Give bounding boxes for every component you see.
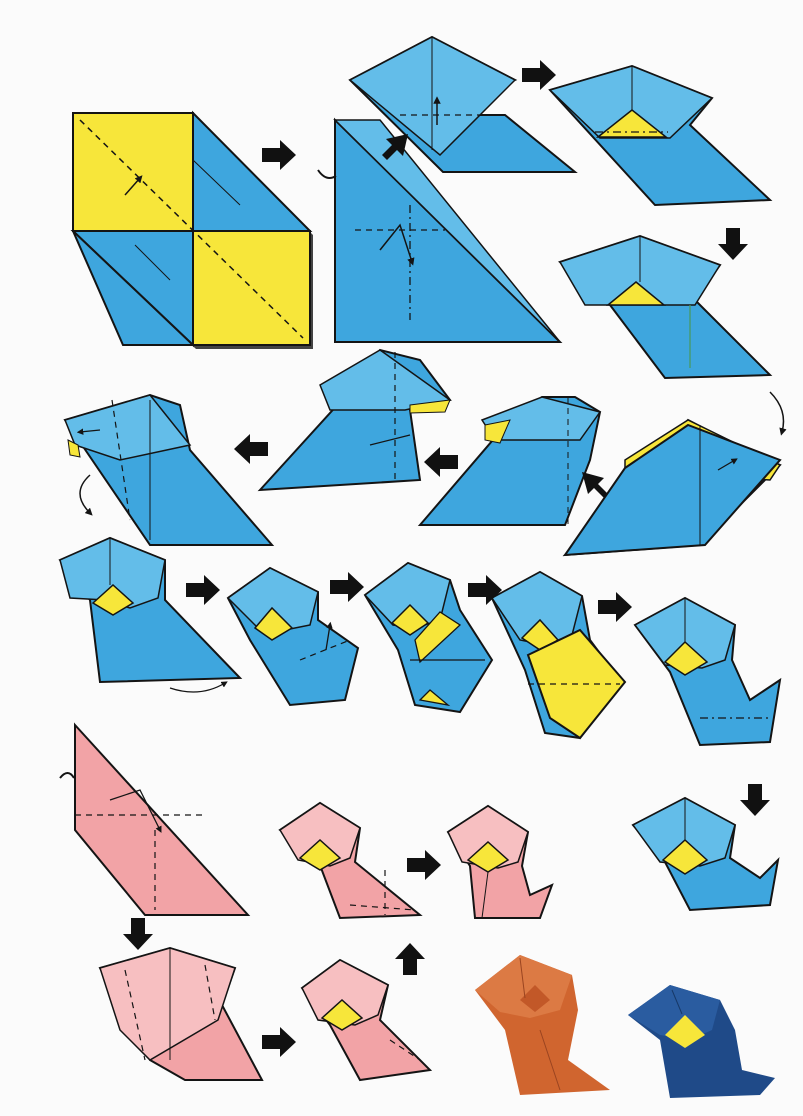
up-left-arrow-icon xyxy=(582,472,608,498)
right-arrow-icon xyxy=(330,572,364,602)
up-arrow-icon xyxy=(395,943,425,975)
step-3-fold-head xyxy=(348,35,578,173)
right-arrow-icon xyxy=(522,60,556,90)
pink-step-1-strip xyxy=(59,722,251,916)
turn-over-icon xyxy=(769,391,787,436)
step-7-body-shape xyxy=(417,396,602,526)
down-arrow-icon xyxy=(718,228,748,260)
down-arrow-icon xyxy=(740,784,770,816)
step-15-finished-blue-dog xyxy=(631,796,780,912)
step-1-square-base xyxy=(70,110,313,349)
turn-over-icon xyxy=(79,474,93,516)
right-arrow-icon xyxy=(262,1027,296,1057)
step-5-head-shape xyxy=(557,234,773,380)
left-arrow-icon xyxy=(234,434,268,464)
turn-over-icon xyxy=(59,772,75,779)
finished-orange-dog xyxy=(475,955,610,1095)
down-arrow-icon xyxy=(123,918,153,950)
right-arrow-icon xyxy=(598,592,632,622)
right-arrow-icon xyxy=(262,140,296,170)
left-arrow-icon xyxy=(424,447,458,477)
step-arrows xyxy=(123,60,770,1057)
step-13-dog-body xyxy=(490,570,627,740)
step-8-body-shape xyxy=(257,348,452,492)
step-14-dog-tail xyxy=(633,596,782,747)
pink-step-2-head xyxy=(98,946,264,1081)
pink-step-5-dog xyxy=(300,958,433,1082)
finished-navy-dog xyxy=(628,985,775,1098)
step-2-diagonal-strip xyxy=(317,117,563,343)
turn-over-icon xyxy=(317,169,337,179)
up-right-arrow-icon xyxy=(382,134,408,160)
step-12-dog-body xyxy=(363,561,494,714)
right-arrow-icon xyxy=(407,850,441,880)
right-arrow-icon xyxy=(186,575,220,605)
step-9-body-shape xyxy=(63,393,275,546)
pink-step-3-dog xyxy=(278,801,423,920)
pink-step-4-dog xyxy=(446,804,554,919)
right-arrow-icon xyxy=(468,575,502,605)
step-6-body-strip xyxy=(562,391,787,557)
step-11-dog-body xyxy=(226,566,360,707)
step-4-nose-fold xyxy=(548,64,773,207)
step-10-dog-head xyxy=(58,536,243,693)
